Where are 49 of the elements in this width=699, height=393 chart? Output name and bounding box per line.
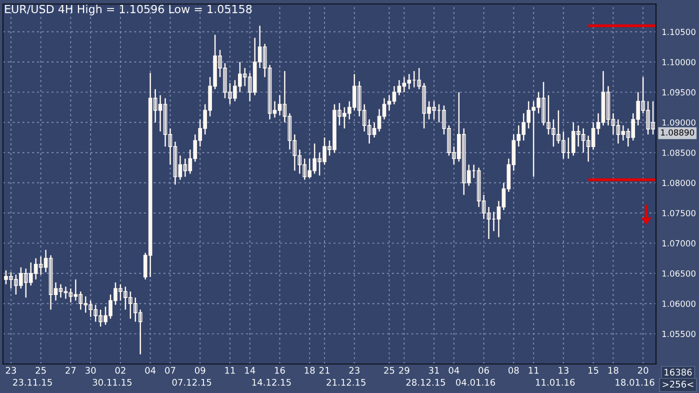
x-tick-label: 11: [225, 367, 235, 374]
text: 30.11.15: [92, 378, 132, 386]
text: 21.12.15: [326, 378, 366, 386]
text: 16386: [664, 368, 692, 376]
y-tick-label: 1.07000: [662, 240, 696, 246]
text: 28.12.15: [406, 378, 446, 386]
y-tick-label: 1.10000: [662, 58, 696, 66]
x-tick-label: 13: [558, 366, 568, 374]
y-tick-label: 1.05500: [662, 330, 696, 338]
x-tick-label: 07: [165, 366, 176, 374]
x-tick-label: 09: [194, 366, 206, 374]
x-tick-label: 23: [349, 366, 360, 374]
y-tick-label: 1.09500: [662, 89, 696, 96]
y-tick-label: 1.10500: [662, 28, 696, 36]
x-tick-label: 29: [399, 366, 410, 374]
text: 11.01.16: [536, 378, 575, 386]
x-tick-label: 25: [384, 366, 394, 374]
x-tick-label: 06: [478, 366, 489, 374]
text: 18.01.16: [616, 378, 654, 386]
x-tick-label: 30: [86, 366, 96, 374]
x-tick-label: 20: [638, 366, 648, 374]
x-tick-label: 31: [428, 366, 439, 374]
text: 04.01.16: [456, 378, 496, 386]
x-tick-label: 04: [145, 366, 156, 374]
y-tick-label: 1.07500: [662, 210, 696, 216]
x-tick-label: 08: [508, 366, 519, 374]
text: >256<: [662, 380, 694, 388]
x-tick-label: 04: [448, 366, 460, 374]
x-tick-label: 21: [319, 366, 330, 374]
chart-title: EUR/USD 4H High = 1.10596 Low = 1.05158: [5, 4, 252, 16]
text: 23.11.15: [13, 378, 52, 386]
x-tick-label: 18: [608, 366, 618, 374]
y-tick-label: 1.06500: [662, 270, 696, 277]
x-tick-label: 02: [115, 366, 126, 374]
y-tick-label: 1.09000: [662, 119, 696, 126]
y-tick-label: 1.08000: [662, 180, 696, 186]
y-tick-label: 1.08500: [662, 150, 696, 156]
x-tick-label: 16: [274, 366, 285, 374]
text: 07.12.15: [172, 378, 212, 386]
x-tick-label: 18: [304, 366, 315, 374]
y-tick-label: 1.06000: [662, 300, 696, 307]
x-tick-label: 27: [66, 366, 76, 374]
text: 14.12.15: [252, 378, 291, 386]
x-tick-label: 23: [6, 366, 16, 374]
x-tick-label: 14: [245, 367, 256, 374]
x-tick-label: 25: [36, 366, 46, 374]
x-tick-label: 11: [528, 367, 538, 374]
text: 1.08890: [661, 129, 694, 136]
x-tick-label: 15: [588, 367, 598, 374]
